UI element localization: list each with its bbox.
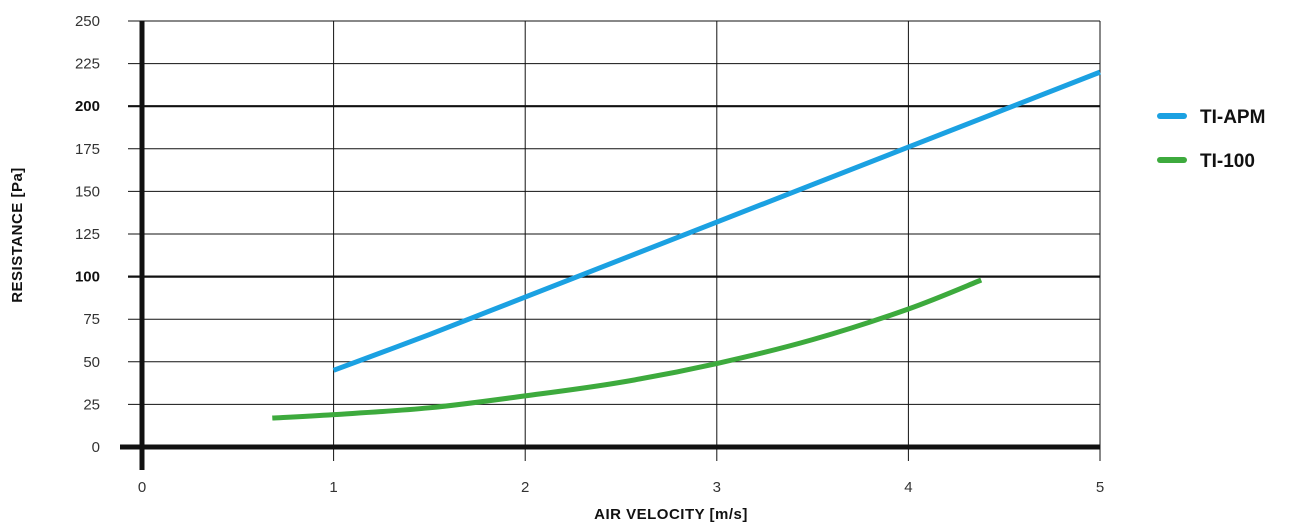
y-axis-title: RESISTANCE [Pa] — [9, 167, 26, 303]
y-tick-label: 150 — [75, 183, 100, 200]
x-tick-label: 2 — [521, 479, 529, 496]
series-lines — [272, 69, 1101, 421]
y-tick-label: 200 — [75, 98, 100, 115]
y-tick-label: 100 — [75, 269, 100, 286]
y-tick-labels: 0 25 50 75 100 125 150 175 200 225 250 — [75, 13, 100, 456]
x-axis-title: AIR VELOCITY [m/s] — [594, 506, 748, 523]
x-tick-label: 3 — [713, 479, 721, 496]
y-tick-label: 125 — [75, 226, 100, 243]
legend: TI-APM TI-100 — [1157, 107, 1265, 172]
y-tick-label: 175 — [75, 141, 100, 158]
grid — [128, 20, 1101, 461]
legend-label: TI-APM — [1200, 107, 1265, 128]
x-tick-label: 1 — [329, 479, 337, 496]
x-tick-labels: 0 1 2 3 4 5 — [138, 479, 1104, 496]
y-tick-label: 25 — [83, 396, 100, 413]
x-tick-label: 4 — [904, 479, 912, 496]
series-line-ti-100 — [272, 277, 983, 421]
y-tick-label: 50 — [83, 354, 100, 371]
y-tick-label: 250 — [75, 13, 100, 30]
axes — [120, 21, 1100, 470]
y-tick-label: 75 — [83, 311, 100, 328]
y-tick-label: 0 — [92, 439, 100, 456]
legend-label: TI-100 — [1200, 151, 1255, 172]
y-tick-label: 225 — [75, 56, 100, 73]
x-tick-label: 5 — [1096, 479, 1104, 496]
x-tick-label: 0 — [138, 479, 146, 496]
series-line-ti-apm — [332, 69, 1101, 373]
